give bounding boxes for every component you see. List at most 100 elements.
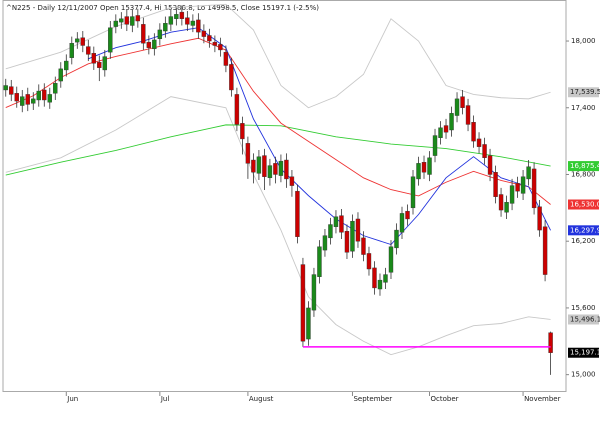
candle-body: [465, 105, 471, 125]
candle-body: [405, 210, 410, 220]
x-tick-label: Jul: [160, 395, 170, 403]
candle-body: [190, 20, 196, 26]
candle-body: [487, 155, 493, 175]
candle-body: [273, 163, 278, 175]
candle-body: [471, 122, 476, 142]
candle-body: [152, 39, 157, 50]
candle-body: [119, 18, 124, 23]
candle-body: [344, 230, 350, 253]
candle-body: [97, 61, 102, 68]
candle-body: [42, 89, 47, 101]
candle-body: [388, 246, 394, 273]
candle-body: [53, 83, 58, 94]
candle-body: [69, 43, 74, 58]
candle-body: [548, 332, 553, 353]
plot-frame: [2, 0, 567, 392]
candle-body: [339, 215, 344, 233]
candle-body: [124, 16, 130, 25]
value-label-box: [568, 161, 599, 172]
value-label-box: [568, 87, 599, 98]
value-label: 15,496.1: [570, 315, 600, 323]
candle-body: [306, 307, 311, 340]
value-label-box: [568, 225, 599, 236]
candle-body: [113, 20, 119, 27]
candle-body: [542, 226, 548, 275]
candle-body: [245, 143, 251, 164]
candle-body: [212, 41, 218, 46]
candle-body: [504, 202, 509, 213]
value-label-box: [568, 347, 599, 358]
candle-body: [322, 235, 328, 251]
candle-body: [256, 156, 262, 174]
candle-body: [300, 264, 306, 342]
candle-body: [201, 30, 207, 37]
candle-body: [196, 19, 201, 33]
y-tick-label: 15,000: [571, 371, 596, 379]
candle-body: [207, 35, 212, 42]
candle-body: [234, 94, 240, 125]
candle-body: [9, 86, 14, 95]
chart-title: ^N225 - Daily 12/11/2007 Open 15377.4, H…: [6, 4, 319, 12]
candle-body: [311, 274, 317, 311]
candle-body: [20, 96, 25, 106]
candle-body: [108, 27, 113, 53]
candle-body: [25, 94, 30, 105]
overlay-line: [5, 37, 551, 205]
candle-body: [262, 155, 267, 177]
candle-body: [498, 194, 504, 211]
candle-body: [278, 160, 284, 176]
y-tick-label: 16,200: [571, 237, 596, 245]
candle-body: [163, 23, 168, 32]
value-label: 15,197.1: [570, 349, 600, 357]
candle-body: [443, 125, 449, 133]
candle-body: [366, 253, 372, 270]
candle-body: [427, 157, 432, 175]
x-tick-label: September: [353, 395, 392, 403]
candle-body: [509, 185, 515, 204]
candle-body: [141, 24, 146, 44]
candle-body: [91, 53, 97, 64]
candle-body: [75, 38, 80, 43]
value-label: 17,539.5: [570, 88, 600, 96]
candle-body: [350, 220, 355, 252]
value-label-box: [568, 199, 599, 210]
candle-body: [130, 16, 135, 26]
candle-body: [377, 279, 383, 290]
y-tick-label: 17,400: [571, 104, 596, 112]
candle-body: [146, 41, 152, 48]
candle-body: [493, 172, 498, 197]
candle-body: [526, 166, 531, 180]
candle-body: [218, 44, 223, 51]
overlay-line: [5, 96, 551, 356]
overlay-line: [5, 3, 551, 109]
candle-body: [482, 144, 487, 159]
candle-body: [531, 168, 537, 209]
candle-body: [476, 138, 482, 147]
candle-body: [168, 16, 174, 25]
candle-body: [295, 190, 300, 237]
candle-body: [240, 123, 245, 140]
candle-body: [86, 46, 91, 55]
candle-body: [284, 159, 289, 180]
candle-body: [267, 165, 273, 179]
candle-body: [438, 127, 443, 138]
candle-body: [520, 176, 526, 194]
candle-body: [537, 206, 542, 231]
candle-body: [174, 14, 179, 19]
candle-body: [449, 113, 454, 131]
candle-body: [410, 176, 416, 209]
candle-body: [361, 237, 366, 255]
candle-body: [80, 37, 85, 46]
candle-body: [58, 68, 63, 82]
y-tick-label: 18,000: [571, 37, 596, 45]
y-tick-label: 16,800: [571, 170, 596, 178]
candle-body: [317, 246, 322, 277]
candle-body: [372, 267, 377, 289]
candle-body: [102, 56, 108, 71]
candle-body: [355, 218, 361, 242]
overlay-line: [88, 27, 551, 246]
overlay-line: [5, 124, 551, 176]
candle-body: [432, 135, 438, 156]
candle-body: [64, 60, 69, 71]
candle-body: [229, 64, 234, 91]
